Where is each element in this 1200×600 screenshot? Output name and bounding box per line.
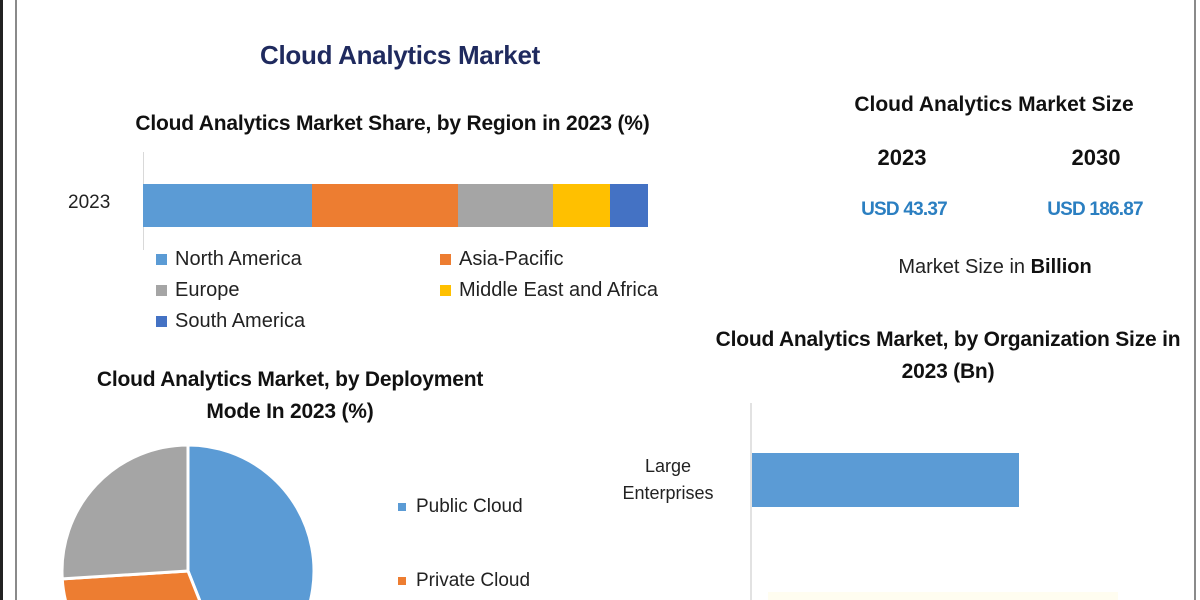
legend-swatch-north-america bbox=[156, 254, 167, 265]
legend-swatch-south-america bbox=[156, 316, 167, 327]
legend-swatch-europe bbox=[156, 285, 167, 296]
legend-label: North America bbox=[175, 248, 302, 270]
deployment-chart-title: Cloud Analytics Market, by Deployment Mo… bbox=[96, 368, 484, 423]
legend-label: South America bbox=[175, 310, 306, 332]
deployment-pie-chart bbox=[60, 443, 316, 600]
frame-border-right bbox=[1194, 0, 1196, 600]
legend-swatch-middle-east-africa bbox=[440, 285, 451, 296]
legend-label: Public Cloud bbox=[416, 496, 523, 517]
org-size-bar-large-enterprises bbox=[752, 453, 1019, 507]
bar-segment-north-america bbox=[143, 184, 313, 227]
legend-swatch-private-cloud bbox=[398, 577, 406, 585]
legend-label: Private Cloud bbox=[416, 570, 531, 591]
org-size-category-label: Large Enterprises bbox=[600, 453, 736, 507]
category-line-1: Large bbox=[644, 456, 692, 476]
market-size-value-2023: USD 43.37 bbox=[861, 199, 948, 220]
org-size-chart-title: Cloud Analytics Market, by Organization … bbox=[715, 328, 1181, 383]
pie-slice-public-cloud bbox=[186, 443, 316, 600]
pie-slice-other-gray-unlabeled- bbox=[60, 443, 190, 581]
legend-item-south-america: South America bbox=[156, 306, 440, 337]
legend-label: Asia-Pacific bbox=[459, 248, 564, 270]
legend-item-north-america: North America bbox=[156, 244, 440, 275]
market-size-unit-note: Market Size in Billion bbox=[830, 256, 1160, 279]
market-size-year-2030: 2030 bbox=[1071, 145, 1121, 170]
legend-item-europe: Europe bbox=[156, 275, 440, 306]
unit-note-prefix: Market Size in bbox=[898, 256, 1031, 278]
legend-label: Europe bbox=[175, 279, 240, 301]
legend-swatch-asia-pacific bbox=[440, 254, 451, 265]
region-chart-legend: North America Asia-Pacific Europe Middle… bbox=[156, 244, 696, 337]
legend-label: Middle East and Africa bbox=[459, 279, 658, 301]
market-size-year-2023: 2023 bbox=[877, 145, 927, 170]
legend-item-private-cloud: Private Cloud bbox=[398, 544, 530, 600]
region-chart-category-label: 2023 bbox=[68, 192, 111, 213]
page-title: Cloud Analytics Market bbox=[260, 40, 540, 70]
bar-segment-middle-east-and-africa bbox=[553, 184, 611, 227]
org-size-next-bar-hint bbox=[768, 592, 1118, 600]
region-stacked-bar bbox=[143, 184, 648, 227]
market-size-title: Cloud Analytics Market Size bbox=[854, 93, 1134, 116]
bar-segment-south-america bbox=[610, 184, 648, 227]
org-size-chart-y-axis bbox=[750, 403, 752, 600]
category-line-2: Enterprises bbox=[622, 483, 714, 503]
bar-segment-europe bbox=[458, 184, 554, 227]
legend-item-public-cloud: Public Cloud bbox=[398, 470, 530, 544]
deployment-chart-legend: Public Cloud Private Cloud bbox=[398, 470, 530, 600]
legend-item-middle-east-africa: Middle East and Africa bbox=[440, 275, 696, 306]
legend-item-asia-pacific: Asia-Pacific bbox=[440, 244, 696, 275]
unit-note-bold: Billion bbox=[1030, 256, 1092, 278]
bar-segment-asia-pacific bbox=[312, 184, 459, 227]
market-size-value-2030: USD 186.87 bbox=[1047, 199, 1143, 220]
legend-swatch-public-cloud bbox=[398, 503, 406, 511]
frame-edge bbox=[0, 0, 3, 600]
region-chart-title: Cloud Analytics Market Share, by Region … bbox=[135, 112, 650, 135]
frame-border-left bbox=[15, 0, 17, 600]
